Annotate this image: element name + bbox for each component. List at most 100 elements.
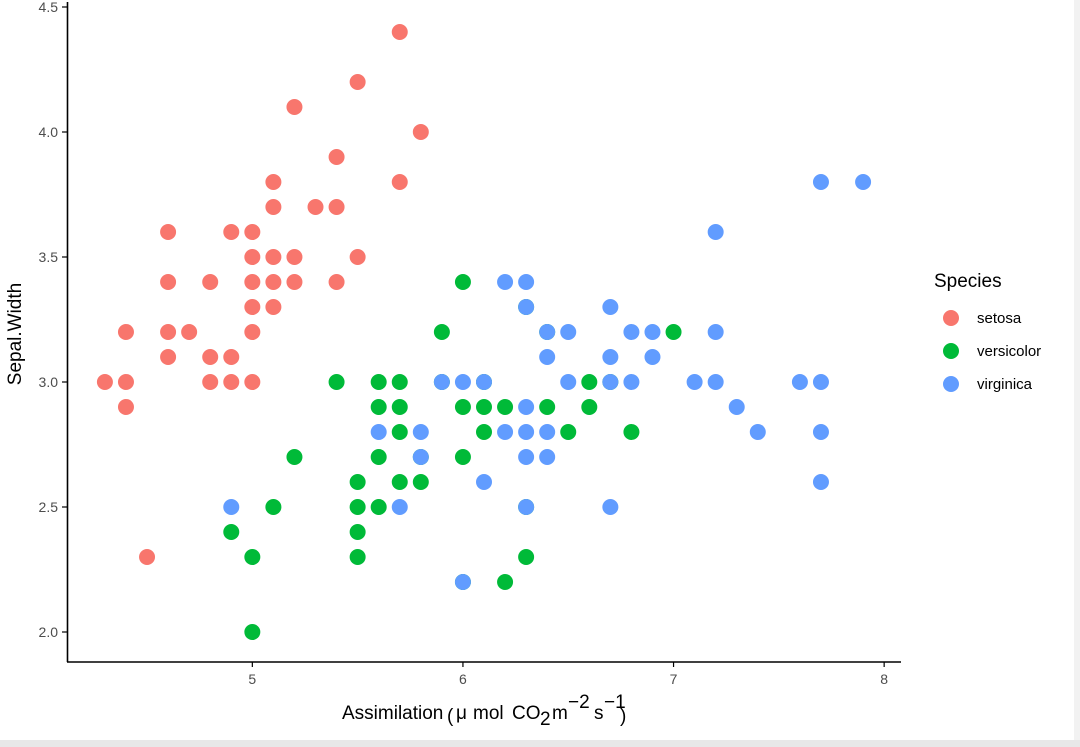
data-point-versicolor (349, 549, 366, 565)
data-point-setosa (286, 249, 303, 265)
data-point-virginica (476, 474, 492, 490)
data-point-versicolor (476, 424, 492, 440)
data-point-virginica (749, 424, 766, 440)
data-point-versicolor (581, 399, 598, 415)
data-point-virginica (539, 324, 556, 340)
legend-key-setosa (943, 310, 959, 326)
data-point-virginica (539, 349, 556, 365)
data-point-virginica (518, 399, 535, 415)
legend-label-virginica: virginica (977, 376, 1033, 393)
data-point-versicolor (391, 399, 408, 415)
legend-title: Species (934, 271, 1002, 292)
legend-label-setosa: setosa (977, 310, 1022, 327)
data-point-versicolor (412, 474, 429, 490)
legend-key-virginica (943, 376, 959, 392)
data-point-versicolor (328, 374, 345, 390)
data-point-setosa (202, 274, 219, 290)
data-point-versicolor (581, 374, 598, 390)
x-tick-label: 8 (880, 671, 888, 687)
x-axis-unit-co2: CO (512, 703, 541, 724)
data-point-setosa (244, 374, 261, 390)
data-point-virginica (454, 574, 471, 590)
y-tick-label: 3.0 (39, 374, 59, 390)
data-point-setosa (265, 299, 282, 315)
data-point-setosa (349, 74, 366, 90)
data-point-versicolor (370, 499, 387, 515)
legend-entries: setosa versicolor virginica (943, 310, 1041, 393)
data-point-setosa (244, 274, 261, 290)
legend-label-versicolor: versicolor (977, 343, 1041, 360)
data-point-setosa (202, 374, 219, 390)
data-point-virginica (855, 174, 872, 190)
data-point-virginica (812, 424, 829, 440)
data-point-virginica (497, 424, 514, 440)
data-point-virginica (644, 349, 661, 365)
data-point-setosa (160, 324, 177, 340)
data-point-setosa (202, 349, 219, 365)
x-axis-title-text: Assimilation (342, 703, 443, 724)
data-point-virginica (791, 374, 808, 390)
data-point-virginica (412, 449, 429, 465)
data-point-setosa (223, 374, 240, 390)
data-point-virginica (454, 374, 471, 390)
x-axis-title-close-paren: ) (620, 706, 626, 727)
data-point-virginica (707, 324, 724, 340)
window-bottom-edge (0, 740, 1080, 747)
x-tick-label: 7 (670, 671, 678, 687)
data-point-setosa (160, 274, 177, 290)
data-point-virginica (707, 374, 724, 390)
y-tick-label: 2.5 (39, 499, 59, 515)
data-point-virginica (539, 449, 556, 465)
data-point-setosa (244, 224, 261, 240)
x-tick-label: 6 (459, 671, 467, 687)
data-point-setosa (223, 224, 240, 240)
data-point-virginica (602, 349, 619, 365)
data-point-virginica (812, 474, 829, 490)
data-point-versicolor (223, 524, 240, 540)
data-point-versicolor (433, 324, 450, 340)
y-ticks: 2.0 2.5 3.0 3.5 4.0 4.5 (39, 0, 67, 640)
data-point-versicolor (665, 324, 682, 340)
data-point-virginica (518, 274, 535, 290)
data-point-setosa (265, 249, 282, 265)
data-point-versicolor (454, 449, 471, 465)
data-point-versicolor (518, 549, 535, 565)
data-point-virginica (223, 499, 240, 515)
data-point-versicolor (391, 374, 408, 390)
data-point-virginica (602, 374, 619, 390)
window-right-edge (1074, 0, 1080, 747)
data-point-setosa (412, 124, 429, 140)
data-point-setosa (391, 24, 408, 40)
data-point-virginica (602, 299, 619, 315)
legend: Species setosa versicolor virginica (934, 271, 1041, 393)
data-point-setosa (181, 324, 198, 340)
y-tick-label: 4.0 (39, 124, 59, 140)
data-point-virginica (518, 449, 535, 465)
data-point-setosa (117, 324, 134, 340)
data-point-setosa (328, 149, 345, 165)
data-point-virginica (412, 424, 429, 440)
y-tick-label: 2.0 (39, 624, 59, 640)
data-point-versicolor (244, 549, 261, 565)
data-point-versicolor (349, 499, 366, 515)
data-point-setosa (265, 199, 282, 215)
data-point-virginica (518, 299, 535, 315)
data-point-versicolor (265, 499, 282, 515)
data-point-versicolor (476, 399, 492, 415)
data-point-virginica (518, 499, 535, 515)
data-point-virginica (812, 174, 829, 190)
data-point-versicolor (539, 399, 556, 415)
data-point-versicolor (370, 374, 387, 390)
data-point-versicolor (349, 524, 366, 540)
data-point-virginica (433, 374, 450, 390)
data-point-virginica (518, 424, 535, 440)
data-point-setosa (286, 274, 303, 290)
data-points (96, 24, 872, 640)
y-tick-label: 3.5 (39, 249, 59, 265)
legend-key-versicolor (943, 343, 959, 359)
data-point-setosa (265, 274, 282, 290)
data-point-versicolor (286, 449, 303, 465)
data-point-virginica (497, 274, 514, 290)
x-axis-unit-m: m (552, 703, 568, 724)
data-point-setosa (244, 324, 261, 340)
